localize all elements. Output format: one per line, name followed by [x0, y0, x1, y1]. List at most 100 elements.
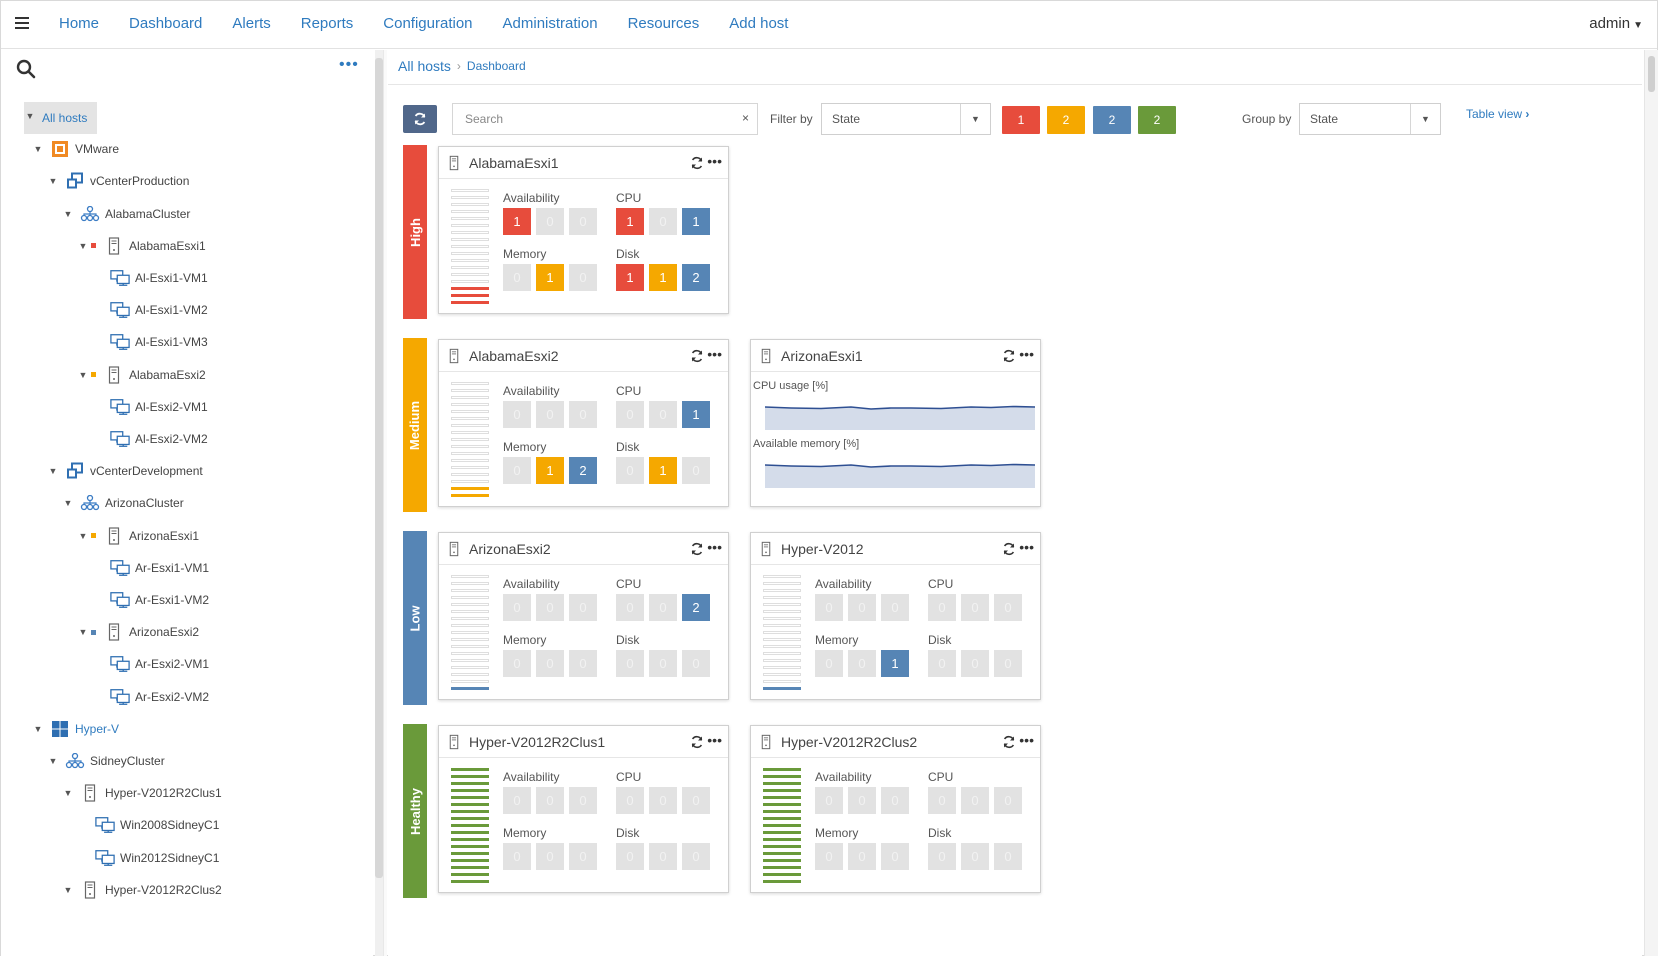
refresh-icon[interactable]: [1002, 542, 1016, 556]
metric-count-badge[interactable]: 0: [616, 401, 644, 428]
metric-count-badge[interactable]: 0: [616, 457, 644, 484]
expand-toggle-icon[interactable]: [92, 563, 104, 573]
refresh-icon[interactable]: [1002, 735, 1016, 749]
metric-count-badge[interactable]: 0: [503, 787, 531, 814]
table-view-link[interactable]: Table view ›: [1466, 107, 1529, 121]
metric-count-badge[interactable]: 0: [649, 594, 677, 621]
metric-count-badge[interactable]: 0: [815, 787, 843, 814]
tree-node[interactable]: Al-Esxi2-VM2: [92, 424, 208, 454]
metric-count-badge[interactable]: 0: [682, 650, 710, 677]
tree-node[interactable]: ▼ Hyper-V2012R2Clus1: [62, 778, 222, 808]
metric-count-badge[interactable]: 0: [848, 843, 876, 870]
host-card[interactable]: ArizonaEsxi2 ••• Availability 0 0 0 CPU 0 0 2 Memo…: [438, 532, 729, 700]
expand-toggle-icon[interactable]: [92, 402, 104, 412]
tree-node[interactable]: ▼ vCenterProduction: [47, 166, 189, 196]
tree-node[interactable]: ▼ Hyper-V: [32, 714, 119, 744]
metric-count-badge[interactable]: 0: [503, 264, 531, 291]
host-name[interactable]: Hyper-V2012R2Clus2: [781, 734, 918, 750]
metric-count-badge[interactable]: 0: [815, 650, 843, 677]
refresh-icon[interactable]: [690, 735, 704, 749]
filter-badge-medium[interactable]: 2: [1047, 106, 1085, 134]
expand-toggle-icon[interactable]: [77, 820, 89, 830]
host-name[interactable]: Hyper-V2012R2Clus1: [469, 734, 606, 750]
metric-count-badge[interactable]: 0: [536, 594, 564, 621]
expand-toggle-icon[interactable]: ▼: [48, 176, 58, 187]
metric-count-badge[interactable]: 0: [536, 843, 564, 870]
metric-count-badge[interactable]: 0: [682, 787, 710, 814]
tree-node[interactable]: ▼ ArizonaEsxi1: [77, 521, 199, 551]
nav-resources[interactable]: Resources: [627, 15, 700, 32]
expand-toggle-icon[interactable]: [92, 305, 104, 315]
metric-count-badge[interactable]: 0: [503, 650, 531, 677]
metric-count-badge[interactable]: 0: [815, 594, 843, 621]
more-options-icon[interactable]: •••: [707, 153, 722, 169]
metric-count-badge[interactable]: 0: [881, 843, 909, 870]
expand-toggle-icon[interactable]: ▼: [78, 240, 88, 251]
metric-count-badge[interactable]: 0: [649, 843, 677, 870]
more-options-icon[interactable]: •••: [707, 732, 722, 748]
host-card[interactable]: Hyper-V2012 ••• Availability 0 0 0 CPU 0 0 0 Memor…: [750, 532, 1041, 700]
metric-count-badge[interactable]: 0: [536, 208, 564, 235]
expand-toggle-icon[interactable]: [92, 337, 104, 347]
metric-count-badge[interactable]: 0: [616, 650, 644, 677]
metric-count-badge[interactable]: 0: [503, 843, 531, 870]
tree-node[interactable]: Ar-Esxi2-VM2: [92, 682, 209, 712]
tree-node[interactable]: Al-Esxi2-VM1: [92, 392, 208, 422]
metric-count-badge[interactable]: 0: [848, 650, 876, 677]
metric-count-badge[interactable]: 0: [649, 208, 677, 235]
expand-toggle-icon[interactable]: ▼: [63, 884, 73, 895]
tree-node[interactable]: ▼ SidneyCluster: [47, 746, 165, 776]
metric-count-badge[interactable]: 1: [682, 401, 710, 428]
search-input[interactable]: [465, 105, 725, 133]
tree-node[interactable]: ▼ All hosts: [24, 102, 98, 134]
metric-count-badge[interactable]: 0: [616, 843, 644, 870]
more-options-icon[interactable]: •••: [707, 539, 722, 555]
metric-count-badge[interactable]: 0: [503, 594, 531, 621]
breadcrumb-dashboard[interactable]: Dashboard: [466, 59, 526, 73]
host-card[interactable]: AlabamaEsxi1 ••• Availability 1 0 0 CPU 1 0 1 Memo…: [438, 146, 729, 314]
metric-count-badge[interactable]: 0: [569, 843, 597, 870]
expand-toggle-icon[interactable]: ▼: [78, 369, 88, 380]
metric-count-badge[interactable]: 0: [569, 401, 597, 428]
metric-count-badge[interactable]: 0: [928, 843, 956, 870]
metric-count-badge[interactable]: 0: [649, 787, 677, 814]
metric-count-badge[interactable]: 1: [616, 264, 644, 291]
metric-count-badge[interactable]: 2: [682, 594, 710, 621]
metric-count-badge[interactable]: 0: [961, 843, 989, 870]
more-options-icon[interactable]: •••: [1019, 732, 1034, 748]
tree-node[interactable]: ▼ VMware: [32, 134, 119, 164]
metric-count-badge[interactable]: 0: [682, 457, 710, 484]
nav-configuration[interactable]: Configuration: [383, 15, 473, 32]
refresh-icon[interactable]: [690, 542, 704, 556]
expand-toggle-icon[interactable]: [92, 692, 104, 702]
sidebar-scroll-thumb[interactable]: [375, 58, 383, 878]
host-card[interactable]: Hyper-V2012R2Clus2 ••• Availability 0 0 0 CPU 0…: [750, 725, 1041, 893]
metric-count-badge[interactable]: 1: [503, 208, 531, 235]
metric-count-badge[interactable]: 1: [682, 208, 710, 235]
metric-count-badge[interactable]: 0: [569, 264, 597, 291]
metric-count-badge[interactable]: 0: [569, 650, 597, 677]
expand-toggle-icon[interactable]: ▼: [25, 111, 35, 121]
nav-home[interactable]: Home: [59, 15, 100, 32]
metric-count-badge[interactable]: 0: [536, 787, 564, 814]
metric-count-badge[interactable]: 0: [649, 401, 677, 428]
refresh-button[interactable]: [403, 105, 437, 133]
tree-node[interactable]: Ar-Esxi2-VM1: [92, 649, 209, 679]
metric-count-badge[interactable]: 2: [569, 457, 597, 484]
breadcrumb-all-hosts[interactable]: All hosts: [398, 58, 451, 74]
host-name[interactable]: Hyper-V2012: [781, 541, 864, 557]
main-scroll-thumb[interactable]: [1648, 56, 1655, 92]
metric-count-badge[interactable]: 1: [616, 208, 644, 235]
metric-count-badge[interactable]: 0: [961, 787, 989, 814]
host-name[interactable]: ArizonaEsxi1: [781, 348, 863, 364]
search-icon[interactable]: [15, 58, 37, 80]
nav-alerts[interactable]: Alerts: [232, 15, 271, 32]
expand-toggle-icon[interactable]: ▼: [33, 723, 43, 734]
expand-toggle-icon[interactable]: [92, 659, 104, 669]
filter-badge-low[interactable]: 2: [1093, 106, 1131, 134]
refresh-icon[interactable]: [690, 349, 704, 363]
metric-count-badge[interactable]: 0: [815, 843, 843, 870]
host-name[interactable]: AlabamaEsxi1: [469, 155, 559, 171]
tree-node[interactable]: Win2012SidneyC1: [77, 843, 219, 873]
sidebar-more-icon[interactable]: •••: [339, 56, 359, 73]
